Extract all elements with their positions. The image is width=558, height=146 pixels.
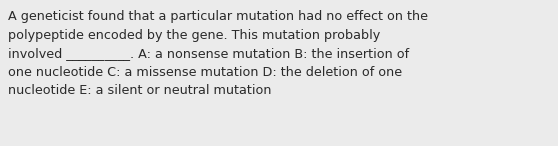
Text: A geneticist found that a particular mutation had no effect on the
polypeptide e: A geneticist found that a particular mut… [8, 10, 429, 97]
